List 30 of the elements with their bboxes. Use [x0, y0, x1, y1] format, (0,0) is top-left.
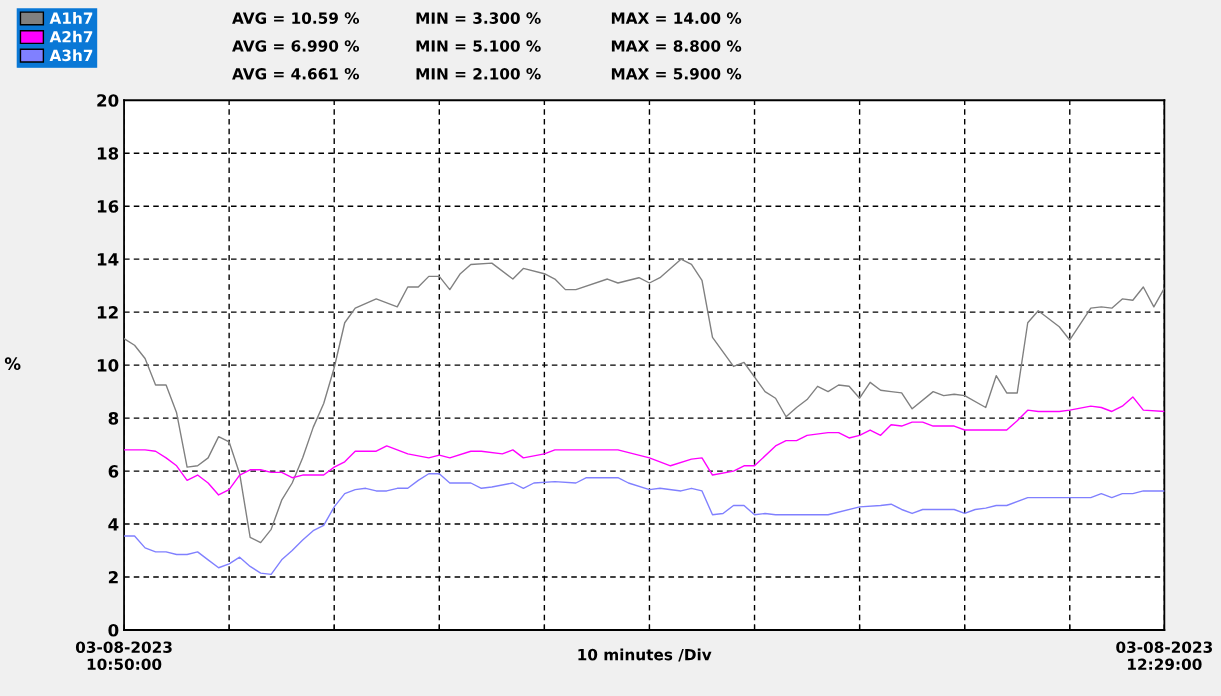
y-tick-label: 2	[108, 571, 118, 584]
y-tick-label: 0	[108, 623, 119, 637]
legend-label: A1h7	[49, 12, 93, 24]
line-series	[124, 258, 1165, 544]
y-tick-label: 12	[97, 306, 118, 319]
y-tick-label: 10	[97, 359, 119, 372]
y-tick-label: 6	[108, 465, 119, 478]
text: MAX = 8.800 %	[611, 40, 742, 52]
line-series	[124, 473, 1165, 576]
text: MIN = 5.100 %	[416, 40, 541, 52]
y-tick-label: 20	[97, 94, 119, 107]
text: AVG = 10.59 %	[232, 12, 360, 24]
y-tick-label: 16	[97, 200, 119, 213]
text: AVG = 4.661 %	[232, 68, 360, 80]
y-tick-label: 8	[108, 412, 119, 425]
legend-label: A2h7	[49, 30, 93, 43]
text: MAX = 14.00 %	[611, 12, 742, 24]
line-series	[124, 396, 1165, 496]
y-axis-title: %	[4, 357, 21, 370]
y-tick-label: 18	[97, 147, 119, 160]
text: AVG = 6.990 %	[232, 40, 360, 52]
y-tick-label: 4	[108, 518, 119, 531]
legend-label: A3h7	[49, 49, 93, 62]
text: MAX = 5.900 %	[611, 68, 742, 80]
x-axis-title: 10 minutes /Div	[578, 648, 712, 662]
text: MIN = 2.100 %	[416, 68, 541, 80]
x-tick-label: 03-08-2023 12:29:00	[1116, 641, 1212, 671]
y-tick-label: 14	[97, 253, 119, 266]
text: MIN = 3.300 %	[416, 12, 541, 24]
x-tick-label: 03-08-2023 10:50:00	[75, 641, 172, 671]
